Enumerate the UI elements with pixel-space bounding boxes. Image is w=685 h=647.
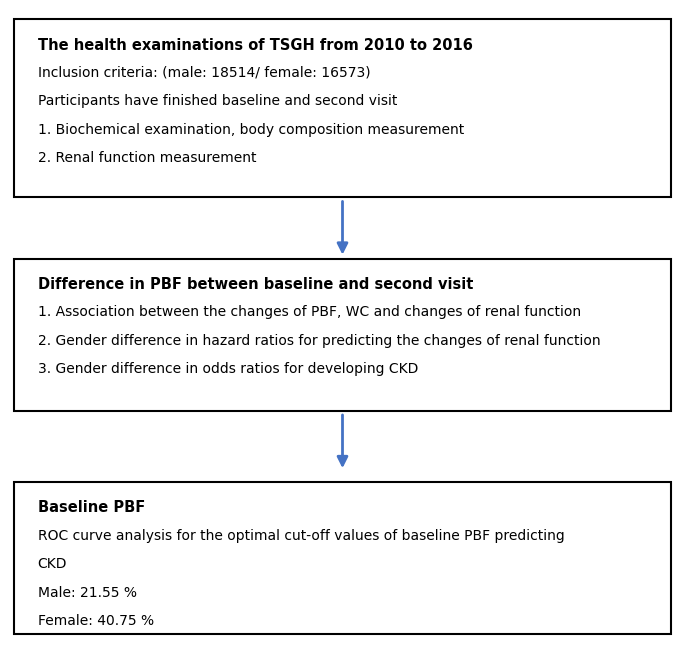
Text: 1. Association between the changes of PBF, WC and changes of renal function: 1. Association between the changes of PB…: [38, 305, 581, 320]
Text: CKD: CKD: [38, 557, 67, 571]
Bar: [14, 259, 671, 411]
Text: Baseline PBF: Baseline PBF: [38, 500, 145, 515]
Text: Inclusion criteria: (male: 18514/ female: 16573): Inclusion criteria: (male: 18514/ female…: [38, 66, 371, 80]
Text: 3. Gender difference in odds ratios for developing CKD: 3. Gender difference in odds ratios for …: [38, 362, 418, 377]
Text: Difference in PBF between baseline and second visit: Difference in PBF between baseline and s…: [38, 277, 473, 292]
Text: The health examinations of TSGH from 2010 to 2016: The health examinations of TSGH from 201…: [38, 38, 473, 52]
Text: 2. Gender difference in hazard ratios for predicting the changes of renal functi: 2. Gender difference in hazard ratios fo…: [38, 334, 600, 348]
Text: Participants have finished baseline and second visit: Participants have finished baseline and …: [38, 94, 397, 109]
Text: Male: 21.55 %: Male: 21.55 %: [38, 586, 137, 600]
Text: 2. Renal function measurement: 2. Renal function measurement: [38, 151, 256, 166]
Text: Female: 40.75 %: Female: 40.75 %: [38, 614, 154, 628]
Text: 1. Biochemical examination, body composition measurement: 1. Biochemical examination, body composi…: [38, 123, 464, 137]
Bar: [14, 19, 671, 197]
Bar: [14, 482, 671, 634]
Text: ROC curve analysis for the optimal cut-off values of baseline PBF predicting: ROC curve analysis for the optimal cut-o…: [38, 529, 564, 543]
